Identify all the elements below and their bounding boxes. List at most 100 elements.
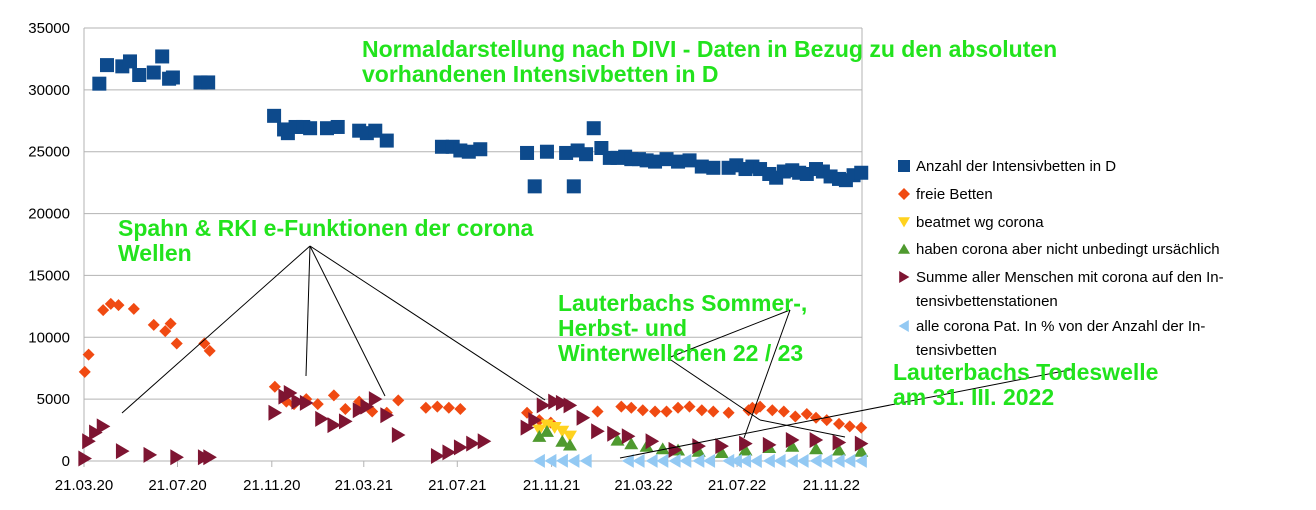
data-point bbox=[832, 453, 845, 468]
data-point bbox=[548, 393, 562, 410]
annotation-spahn: Spahn & RKI e-Funktionen der corona Welle… bbox=[118, 215, 534, 266]
data-point bbox=[92, 76, 107, 91]
y-tick-label: 15000 bbox=[28, 267, 70, 284]
x-tick-label: 21.11.20 bbox=[243, 477, 300, 494]
data-point bbox=[671, 154, 686, 169]
data-point bbox=[555, 434, 570, 447]
data-point bbox=[785, 453, 798, 468]
data-point bbox=[854, 435, 869, 452]
data-point bbox=[330, 119, 345, 134]
data-point bbox=[562, 438, 577, 451]
data-point bbox=[115, 443, 130, 460]
legend-entry: beatmet wg corona bbox=[898, 214, 1044, 231]
legend-label: tensivbettenstationen bbox=[916, 293, 1058, 310]
data-point bbox=[165, 70, 180, 85]
legend-entry: freie Betten bbox=[898, 186, 993, 203]
annotation-arrow bbox=[309, 245, 546, 401]
x-tick-label: 21.03.22 bbox=[614, 477, 672, 494]
x-tick-label: 21.03.21 bbox=[335, 477, 393, 494]
data-point bbox=[303, 121, 318, 136]
legend-entry: Summe aller Menschen mit corona auf den … bbox=[899, 269, 1224, 310]
data-point bbox=[146, 65, 161, 80]
data-point bbox=[368, 391, 383, 408]
data-point bbox=[379, 133, 394, 148]
data-point bbox=[655, 442, 670, 455]
data-point bbox=[391, 427, 406, 444]
data-point bbox=[555, 453, 568, 468]
data-point bbox=[843, 453, 856, 468]
data-point bbox=[694, 159, 709, 174]
data-point bbox=[656, 453, 669, 468]
data-point bbox=[789, 410, 802, 423]
annotation-line: Lauterbachs Sommer-, bbox=[558, 290, 807, 316]
data-point bbox=[566, 179, 581, 194]
data-point bbox=[547, 421, 562, 434]
data-point bbox=[586, 121, 601, 136]
data-point bbox=[682, 153, 697, 168]
data-point bbox=[477, 433, 492, 450]
annotations: Normaldarstellung nach DIVI - Daten in B… bbox=[118, 36, 1158, 410]
data-point bbox=[104, 297, 117, 310]
data-point bbox=[659, 152, 674, 167]
data-point bbox=[544, 453, 557, 468]
data-point bbox=[473, 142, 488, 157]
data-point bbox=[267, 108, 282, 123]
data-point bbox=[625, 401, 638, 414]
data-point bbox=[198, 337, 211, 350]
data-point bbox=[89, 424, 103, 441]
data-point bbox=[645, 433, 660, 450]
data-point bbox=[291, 393, 306, 410]
data-point bbox=[434, 139, 449, 154]
data-point bbox=[338, 413, 353, 430]
data-point bbox=[143, 446, 158, 463]
data-point bbox=[563, 397, 578, 414]
data-point bbox=[729, 453, 742, 468]
data-point bbox=[820, 414, 833, 427]
y-tick-label: 0 bbox=[62, 453, 70, 470]
data-point bbox=[97, 304, 110, 317]
data-point bbox=[648, 154, 663, 169]
data-point bbox=[339, 403, 352, 416]
data-point bbox=[707, 405, 720, 418]
data-point bbox=[579, 453, 592, 468]
data-point bbox=[442, 401, 455, 414]
data-point bbox=[533, 453, 545, 468]
data-point bbox=[539, 425, 554, 437]
data-point bbox=[714, 446, 729, 458]
data-point bbox=[170, 337, 183, 350]
data-point bbox=[82, 348, 95, 361]
data-point bbox=[820, 453, 833, 468]
annotation-sommer: Lauterbachs Sommer-, Herbst- und Winterwel… bbox=[558, 290, 807, 366]
legend-label: Summe aller Menschen mit corona auf den … bbox=[916, 269, 1224, 286]
annotation-line: Normaldarstellung nach DIVI - Daten in B… bbox=[362, 36, 1057, 62]
data-point bbox=[201, 75, 216, 90]
data-point bbox=[854, 444, 869, 457]
data-point bbox=[453, 439, 468, 456]
annotation-divi: Normaldarstellung nach DIVI - Daten in B… bbox=[362, 36, 1057, 87]
data-point bbox=[155, 49, 170, 64]
legend-marker bbox=[898, 320, 909, 332]
data-point bbox=[591, 405, 604, 418]
annotation-line: Winterwellchen 22 / 23 bbox=[558, 340, 803, 366]
annotation-line: am 31. III. 2022 bbox=[893, 384, 1054, 410]
legend-label: tensivbetten bbox=[916, 342, 997, 359]
annotation-arrows bbox=[121, 245, 1075, 459]
legend-label: haben corona aber nicht unbedingt ursäch… bbox=[916, 241, 1220, 258]
data-point bbox=[78, 450, 92, 467]
y-tick-label: 5000 bbox=[37, 391, 70, 408]
data-point bbox=[692, 453, 705, 468]
y-tick-label: 20000 bbox=[28, 206, 70, 223]
legend-marker bbox=[898, 160, 910, 172]
data-point bbox=[683, 400, 696, 413]
data-point bbox=[352, 402, 367, 419]
data-point bbox=[147, 318, 160, 331]
data-point bbox=[527, 179, 542, 194]
data-point bbox=[624, 437, 639, 450]
data-point bbox=[809, 453, 822, 468]
data-point bbox=[520, 419, 535, 436]
x-tick-label: 21.07.20 bbox=[148, 477, 206, 494]
data-point bbox=[800, 407, 813, 420]
data-point bbox=[833, 417, 846, 430]
data-point bbox=[170, 449, 184, 466]
data-point bbox=[528, 412, 542, 429]
